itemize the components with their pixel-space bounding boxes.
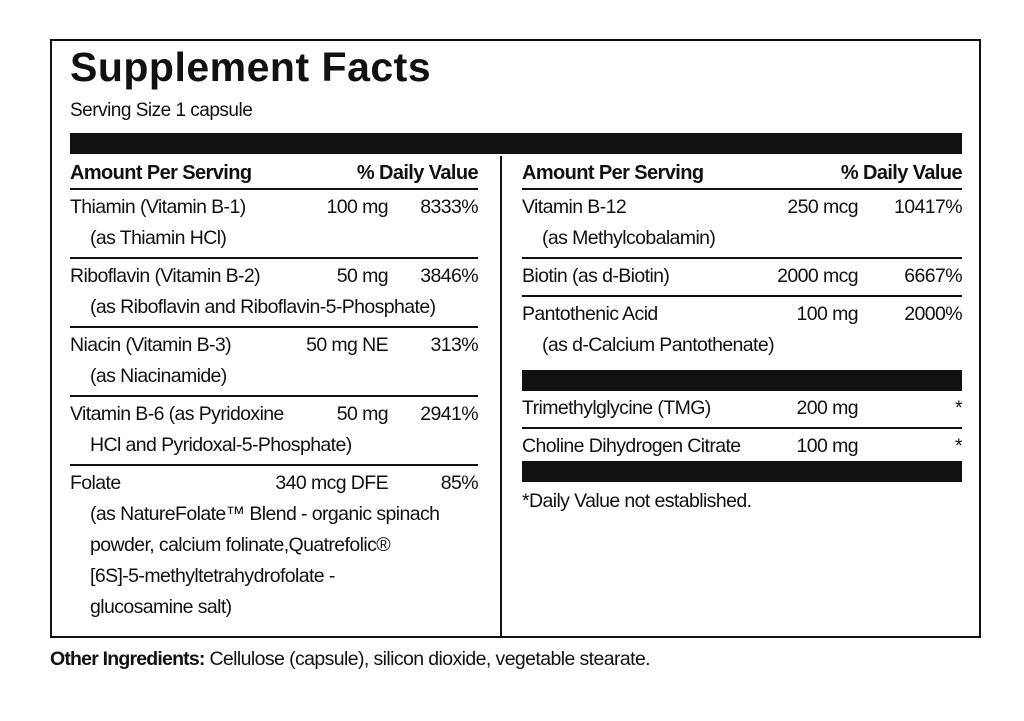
nutrient-daily-value: * <box>955 397 963 419</box>
nutrient-daily-value: 10417% <box>894 196 963 218</box>
footnote: *Daily Value not established. <box>522 490 752 512</box>
nutrient-source: (as Riboflavin and Riboflavin-5-Phosphat… <box>90 296 436 318</box>
nutrient-source: (as NatureFolate™ Blend - organic spinac… <box>90 503 440 525</box>
other-ingredients-label: Other Ingredients: <box>50 648 205 670</box>
thick-divider <box>70 133 962 154</box>
amount-per-serving-header: Amount Per Serving <box>70 162 252 184</box>
nutrient-amount: 50 mg <box>336 403 389 425</box>
nutrient-line: Thiamin (Vitamin B-1) 100 mg 8333% <box>70 192 479 223</box>
nutrient-line: Niacin (Vitamin B-3) 50 mg NE 313% <box>70 330 479 361</box>
serving-size: Serving Size 1 capsule <box>70 100 253 121</box>
nutrient-line: Vitamin B-6 (as Pyridoxine 50 mg 2941% <box>70 399 479 430</box>
nutrient-name: Niacin (Vitamin B-3) <box>70 334 232 356</box>
nutrient-row: Pantothenic Acid 100 mg 2000% (as d-Calcium… <box>522 297 963 364</box>
nutrient-line: Choline Dihydrogen Citrate 100 mg * <box>522 431 963 462</box>
nutrient-line: Pantothenic Acid 100 mg 2000% <box>522 299 963 330</box>
nutrient-row: Thiamin (Vitamin B-1) 100 mg 8333% (as Thia… <box>70 190 479 259</box>
thick-divider <box>522 461 962 482</box>
nutrient-row: Folate 340 mcg DFE 85% (as NatureFolate™ Bl… <box>70 466 479 626</box>
daily-value-header: % Daily Value <box>356 162 479 184</box>
nutrient-line: Vitamin B-12 250 mcg 10417% <box>522 192 963 223</box>
nutrient-amount: 50 mg NE <box>306 334 389 356</box>
nutrient-daily-value: 8333% <box>420 196 478 218</box>
nutrient-name: Folate <box>70 472 121 494</box>
nutrient-line: Trimethylglycine (TMG) 200 mg * <box>522 393 963 424</box>
nutrient-amount: 200 mg <box>796 397 859 419</box>
nutrient-row: Vitamin B-6 (as Pyridoxine 50 mg 2941% HCl … <box>70 397 479 466</box>
nutrient-daily-value: 313% <box>430 334 479 356</box>
nutrient-row: Riboflavin (Vitamin B-2) 50 mg 3846% (as Ri… <box>70 259 479 328</box>
daily-value-header: % Daily Value <box>840 162 963 184</box>
nutrient-source: [6S]-5-methyltetrahydrofolate - <box>90 565 335 587</box>
nutrient-name: Choline Dihydrogen Citrate <box>522 435 741 457</box>
nutrient-daily-value: 2000% <box>904 303 962 325</box>
nutrient-daily-value: * <box>955 435 963 457</box>
nutrient-row: Choline Dihydrogen Citrate 100 mg * <box>522 429 963 465</box>
nutrient-name: Biotin (as d-Biotin) <box>522 265 670 287</box>
nutrient-amount: 100 mg <box>796 435 859 457</box>
nutrient-daily-value: 6667% <box>904 265 962 287</box>
nutrient-row: Trimethylglycine (TMG) 200 mg * <box>522 391 963 429</box>
nutrient-source: powder, calcium folinate,Quatrefolic® <box>90 534 391 556</box>
nutrient-name: Thiamin (Vitamin B-1) <box>70 196 246 218</box>
left-column: Amount Per Serving % Daily Value Thiamin… <box>70 156 479 626</box>
right-column: Amount Per Serving % Daily Value Vitamin… <box>522 156 963 513</box>
nutrient-name: Vitamin B-12 <box>522 196 627 218</box>
panel-title: Supplement Facts <box>70 44 432 90</box>
column-header: Amount Per Serving % Daily Value <box>522 156 963 190</box>
nutrient-line: Riboflavin (Vitamin B-2) 50 mg 3846% <box>70 261 479 292</box>
thick-divider <box>522 370 962 391</box>
nutrient-line: Folate 340 mcg DFE 85% <box>70 468 479 499</box>
supplement-facts-panel <box>50 39 981 638</box>
column-divider <box>500 156 502 636</box>
nutrient-row: Niacin (Vitamin B-3) 50 mg NE 313% (as Niac… <box>70 328 479 397</box>
nutrient-source: (as Methylcobalamin) <box>542 227 716 249</box>
nutrient-name: Trimethylglycine (TMG) <box>522 397 711 419</box>
other-ingredients: Other Ingredients: Cellulose (capsule), … <box>50 648 651 671</box>
nutrient-row: Biotin (as d-Biotin) 2000 mcg 6667% <box>522 259 963 297</box>
nutrient-amount: 50 mg <box>336 265 389 287</box>
nutrient-line: Biotin (as d-Biotin) 2000 mcg 6667% <box>522 261 963 292</box>
nutrient-amount: 250 mcg <box>787 196 858 218</box>
nutrient-amount: 100 mg <box>326 196 389 218</box>
nutrient-daily-value: 3846% <box>420 265 478 287</box>
nutrient-name: Vitamin B-6 (as Pyridoxine <box>70 403 284 425</box>
nutrient-daily-value: 2941% <box>420 403 478 425</box>
nutrient-daily-value: 85% <box>440 472 479 494</box>
nutrient-amount: 100 mg <box>796 303 859 325</box>
nutrient-source: (as d-Calcium Pantothenate) <box>542 334 775 356</box>
nutrient-name: Riboflavin (Vitamin B-2) <box>70 265 261 287</box>
nutrient-row: Vitamin B-12 250 mcg 10417% (as Methylcobal… <box>522 190 963 259</box>
nutrient-source: (as Niacinamide) <box>90 365 227 387</box>
nutrient-source: HCl and Pyridoxal-5-Phosphate) <box>90 434 352 456</box>
other-ingredients-text: Cellulose (capsule), silicon dioxide, ve… <box>204 648 651 670</box>
nutrient-amount: 2000 mcg <box>777 265 858 287</box>
nutrient-amount: 340 mcg DFE <box>275 472 388 494</box>
nutrient-source: (as Thiamin HCl) <box>90 227 227 249</box>
nutrient-name: Pantothenic Acid <box>522 303 658 325</box>
column-header: Amount Per Serving % Daily Value <box>70 156 479 190</box>
amount-per-serving-header: Amount Per Serving <box>522 162 704 184</box>
nutrient-source: glucosamine salt) <box>90 596 232 618</box>
